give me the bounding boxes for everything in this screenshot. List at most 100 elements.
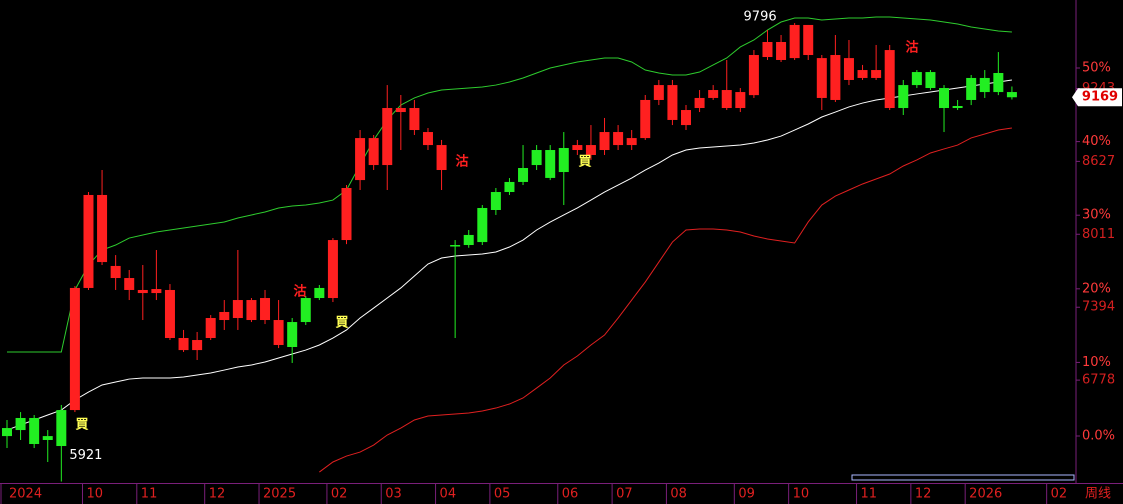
candle-body — [558, 148, 569, 173]
y2-tick-label: 50% — [1082, 61, 1111, 76]
candle-body — [137, 289, 148, 294]
y-tick-label: 6778 — [1082, 373, 1115, 388]
candle-body — [436, 145, 447, 171]
candle-body — [979, 77, 990, 93]
candle-body — [572, 145, 583, 151]
candle-body — [776, 41, 787, 60]
candle-body — [545, 150, 556, 178]
signal-label: 買 — [75, 418, 88, 433]
max-label: 9796 — [744, 10, 777, 25]
candle-body — [735, 92, 746, 109]
candle-body — [178, 338, 189, 351]
candle-body — [327, 240, 338, 299]
candle-body — [246, 300, 257, 321]
candle-body — [653, 85, 664, 100]
candle-body — [450, 245, 461, 247]
scrollbar[interactable] — [851, 474, 1075, 481]
candle-body — [273, 320, 284, 345]
candle-body — [681, 110, 691, 126]
candle-body — [69, 287, 80, 411]
candle-body — [789, 24, 800, 59]
candle-body — [640, 99, 651, 139]
candle-body — [708, 90, 719, 98]
candle-body — [993, 72, 1004, 93]
candle-body — [83, 194, 94, 288]
period-label[interactable]: 周线 — [1085, 487, 1111, 502]
candle-body — [97, 194, 108, 263]
y-tick-label: 7394 — [1082, 300, 1115, 315]
candle-body — [613, 132, 624, 146]
candle-body — [490, 192, 501, 210]
candle-body — [192, 340, 203, 351]
candle-body — [409, 108, 420, 131]
candle-body — [2, 428, 12, 437]
x-tick-label: 02 — [331, 487, 348, 502]
candle-body — [898, 85, 909, 109]
x-tick-label: 07 — [616, 487, 633, 502]
x-tick-label: 02 — [1051, 487, 1068, 502]
candle-body — [341, 187, 352, 241]
signal-label: 沽 — [905, 40, 918, 56]
price-tag-box — [1072, 88, 1122, 107]
x-tick-label: 11 — [141, 487, 158, 502]
candle-body — [205, 318, 216, 339]
candle-body — [762, 41, 773, 58]
band-line — [6, 79, 1012, 431]
candle-body — [857, 70, 868, 78]
x-tick-label: 2024 — [9, 487, 42, 502]
candle-body — [626, 138, 637, 146]
candle-body — [939, 88, 950, 109]
candle-body — [911, 72, 922, 86]
y-tick-label: 8011 — [1082, 227, 1115, 242]
candle-body — [56, 410, 67, 447]
x-tick-label: 08 — [670, 487, 687, 502]
candle-body — [585, 145, 596, 155]
x-tick-label: 10 — [86, 487, 103, 502]
candle-body — [843, 58, 854, 80]
candle-body — [110, 265, 121, 279]
candle-body — [219, 311, 230, 321]
candle-body — [531, 150, 542, 166]
candle-body — [164, 289, 175, 339]
candle-body — [422, 132, 433, 146]
price-tag: 9169 — [1082, 90, 1118, 105]
candle-body — [803, 24, 814, 56]
x-tick-label: 03 — [385, 487, 402, 502]
candle-body — [287, 322, 298, 347]
signal-label: 沽 — [455, 154, 468, 170]
candle-body — [477, 207, 488, 243]
candle-body — [29, 417, 40, 445]
band-line — [319, 127, 1012, 473]
candle-body — [395, 108, 406, 113]
signal-label: 買 — [578, 155, 591, 170]
candle-body — [952, 106, 963, 109]
candle-body — [15, 417, 26, 431]
x-tick-label: 2025 — [263, 487, 296, 502]
min-label: 5921 — [69, 448, 102, 463]
candle-body — [748, 55, 759, 96]
y2-tick-label: 0.0% — [1082, 429, 1115, 444]
x-tick-label: 06 — [562, 487, 579, 502]
candle-body — [42, 436, 53, 440]
candle-body — [518, 167, 529, 182]
candle-body — [151, 289, 162, 294]
candle-body — [463, 234, 474, 246]
candle-body — [694, 97, 705, 109]
y-tick-label: 8627 — [1082, 154, 1115, 169]
x-tick-label: 12 — [209, 487, 226, 502]
x-tick-label: 04 — [440, 487, 457, 502]
candle-body — [667, 85, 678, 120]
candle-body — [232, 300, 243, 319]
x-tick-label: 09 — [738, 487, 755, 502]
signal-label: 買 — [335, 316, 348, 331]
signal-label: 沽 — [293, 284, 306, 300]
candle-body — [884, 50, 895, 109]
y2-tick-label: 30% — [1082, 208, 1111, 223]
candle-body — [830, 55, 841, 100]
y2-tick-label: 10% — [1082, 355, 1111, 370]
candle-body — [382, 108, 393, 166]
candle-body — [599, 132, 610, 151]
y2-tick-label: 40% — [1082, 134, 1111, 149]
